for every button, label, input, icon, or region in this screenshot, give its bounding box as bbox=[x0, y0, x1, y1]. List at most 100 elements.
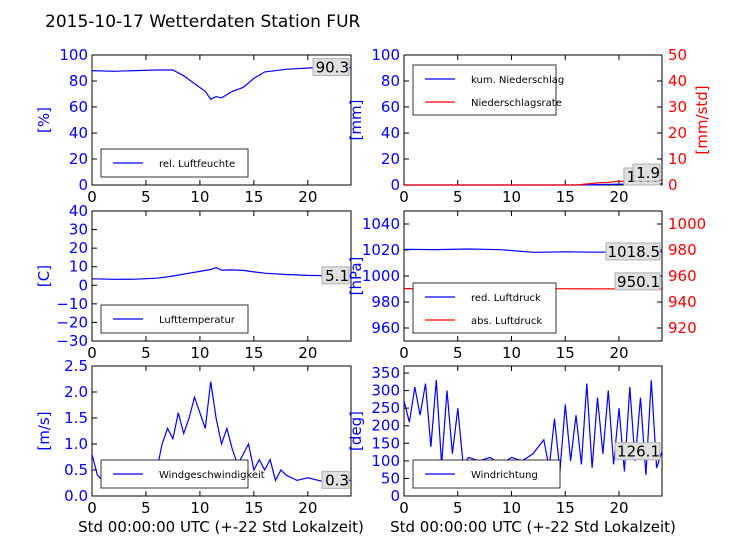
y-tick-label-right: 980 bbox=[668, 241, 697, 259]
panel-1: 0 5 10 15 20020406080100[%]90.3rel. Luftfeuc… bbox=[35, 46, 351, 206]
legend: Windgeschwindigkeit bbox=[101, 460, 265, 488]
legend-entry: red. Luftdruck bbox=[471, 293, 541, 304]
annotation-text: 950.1 bbox=[617, 273, 660, 291]
y-tick-label-right: 50 bbox=[668, 46, 687, 64]
y-tick-label-right: 960 bbox=[668, 267, 697, 285]
y-tick-label: 1000 bbox=[362, 267, 400, 285]
x-tick-label: 10 bbox=[502, 499, 521, 517]
y-tick-label: −30 bbox=[56, 332, 88, 350]
y-tick-label: 80 bbox=[381, 72, 400, 90]
legend: rel. Luftfeuchte bbox=[101, 149, 248, 177]
y-tick-label: 100 bbox=[371, 452, 400, 470]
legend-entry: Niederschlagsrate bbox=[471, 98, 562, 109]
x-tick-label: 10 bbox=[502, 344, 521, 362]
y-tick-label: 1040 bbox=[362, 215, 400, 233]
legend-entry: rel. Luftfeuchte bbox=[159, 159, 235, 170]
x-tick-label: 20 bbox=[298, 499, 317, 517]
y-tick-label: 60 bbox=[69, 98, 88, 116]
y-tick-label: 60 bbox=[381, 98, 400, 116]
annotation: 1018.5 bbox=[606, 243, 660, 261]
annotation: 126.1 bbox=[615, 443, 660, 461]
y-tick-label: 10 bbox=[69, 258, 88, 276]
y-tick-label: 1.5 bbox=[64, 409, 88, 427]
x-tick-label: 20 bbox=[298, 344, 317, 362]
x-tick-label: 10 bbox=[190, 499, 209, 517]
annotation: 90.3 bbox=[313, 59, 349, 77]
x-tick-label: 0 bbox=[87, 188, 97, 206]
y-tick-label: 2.5 bbox=[64, 357, 88, 375]
x-axis-label-left: Std 00:00:00 UTC (+-22 Std Lokalzeit) bbox=[78, 518, 364, 536]
annotation: 5.1 bbox=[322, 267, 349, 285]
y-tick-label: 0 bbox=[78, 276, 88, 294]
annotation-right: 1.9 bbox=[633, 164, 660, 182]
legend: red. Luftdruck abs. Luftdruck bbox=[413, 283, 556, 333]
y-tick-label: 20 bbox=[381, 150, 400, 168]
annotation-text: 90.3 bbox=[316, 59, 349, 77]
x-tick-label: 5 bbox=[141, 499, 151, 517]
x-tick-label: 15 bbox=[244, 188, 263, 206]
x-tick-label: 0 bbox=[399, 499, 409, 517]
x-tick-label: 10 bbox=[502, 188, 521, 206]
legend: Lufttemperatur bbox=[101, 305, 248, 333]
x-tick-label: 5 bbox=[453, 188, 463, 206]
y-tick-label: 30 bbox=[69, 221, 88, 239]
y-tick-label: 1.0 bbox=[64, 435, 88, 453]
x-tick-label: 15 bbox=[244, 344, 263, 362]
y-tick-label: 150 bbox=[371, 434, 400, 452]
x-tick-label: 0 bbox=[87, 344, 97, 362]
series-line-1 bbox=[92, 68, 351, 100]
x-tick-label: 5 bbox=[141, 188, 151, 206]
y-tick-label: 300 bbox=[371, 382, 400, 400]
y-axis-label: [mm] bbox=[347, 100, 365, 141]
x-tick-label: 5 bbox=[141, 344, 151, 362]
annotation-text: 1018.5 bbox=[608, 243, 661, 261]
y-tick-label-right: 1000 bbox=[668, 215, 706, 233]
legend-entry: Lufttemperatur bbox=[159, 315, 236, 326]
panel-5: 0 5 10 15 20 0.0 0.5 1.0 1.5 2.0 2.5 [m/s] 0.3 Windge… bbox=[35, 357, 351, 517]
panel-4: 0 5 10 15 20 960 980 1000 1020 1040 [hPa] 920 940 960… bbox=[347, 211, 706, 362]
y-tick-label-right: 940 bbox=[668, 293, 697, 311]
legend-entry: abs. Luftdruck bbox=[471, 316, 542, 327]
x-tick-label: 20 bbox=[609, 499, 628, 517]
x-tick-label: 5 bbox=[453, 344, 463, 362]
y-tick-label-right: 30 bbox=[668, 98, 687, 116]
y-tick-label: 0.5 bbox=[64, 461, 88, 479]
legend: Windrichtung bbox=[413, 460, 560, 488]
y-tick-label-right: 40 bbox=[668, 72, 687, 90]
x-tick-label: 10 bbox=[190, 188, 209, 206]
y-axis-label: [hPa] bbox=[347, 257, 365, 296]
x-tick-label: 15 bbox=[556, 188, 575, 206]
y-axis-label: [m/s] bbox=[35, 411, 53, 450]
panel-3: 0 5 10 15 20−30−20−10010203040[C] 5.1Lufttemp… bbox=[35, 202, 351, 362]
legend-entry: kum. Niederschlag bbox=[471, 75, 564, 86]
y-tick-label: 40 bbox=[381, 124, 400, 142]
y-tick-label: 2.0 bbox=[64, 383, 88, 401]
panel-2: 0 5 10 15 20 0 20 40 60 80 100 [mm] 0 10 20 30 40 50 [mm/s… bbox=[347, 46, 711, 206]
x-tick-label: 0 bbox=[87, 499, 97, 517]
y-tick-label: 0 bbox=[390, 176, 400, 194]
y-tick-label: 1020 bbox=[362, 241, 400, 259]
y-axis-label-right: [mm/std] bbox=[693, 85, 711, 154]
y-tick-label-right: 920 bbox=[668, 319, 697, 337]
y-tick-label-right: 0 bbox=[668, 176, 678, 194]
annotation-text: 1.9 bbox=[636, 164, 660, 182]
x-axis-label-right: Std 00:00:00 UTC (+-22 Std Lokalzeit) bbox=[390, 518, 676, 536]
y-tick-label: 200 bbox=[371, 417, 400, 435]
x-tick-label: 20 bbox=[609, 188, 628, 206]
y-axis-label: [C] bbox=[35, 265, 53, 287]
figure: 2015-10-17 Wetterdaten Station FUR 0 5 10… bbox=[0, 0, 736, 552]
y-tick-label: 40 bbox=[69, 202, 88, 220]
y-tick-label: 250 bbox=[371, 399, 400, 417]
y-tick-label: 960 bbox=[371, 319, 400, 337]
y-tick-label: 350 bbox=[371, 364, 400, 382]
x-tick-label: 15 bbox=[556, 344, 575, 362]
legend-entry: Windgeschwindigkeit bbox=[159, 470, 265, 481]
legend: kum. Niederschlag Niederschlagsrate bbox=[413, 65, 564, 115]
y-tick-label: 20 bbox=[69, 239, 88, 257]
x-tick-label: 20 bbox=[609, 344, 628, 362]
y-tick-label: 0 bbox=[390, 487, 400, 505]
y-tick-label: −10 bbox=[56, 295, 88, 313]
annotation-text: 126.1 bbox=[617, 443, 660, 461]
y-axis-label: [deg] bbox=[347, 411, 365, 451]
x-tick-label: 15 bbox=[556, 499, 575, 517]
